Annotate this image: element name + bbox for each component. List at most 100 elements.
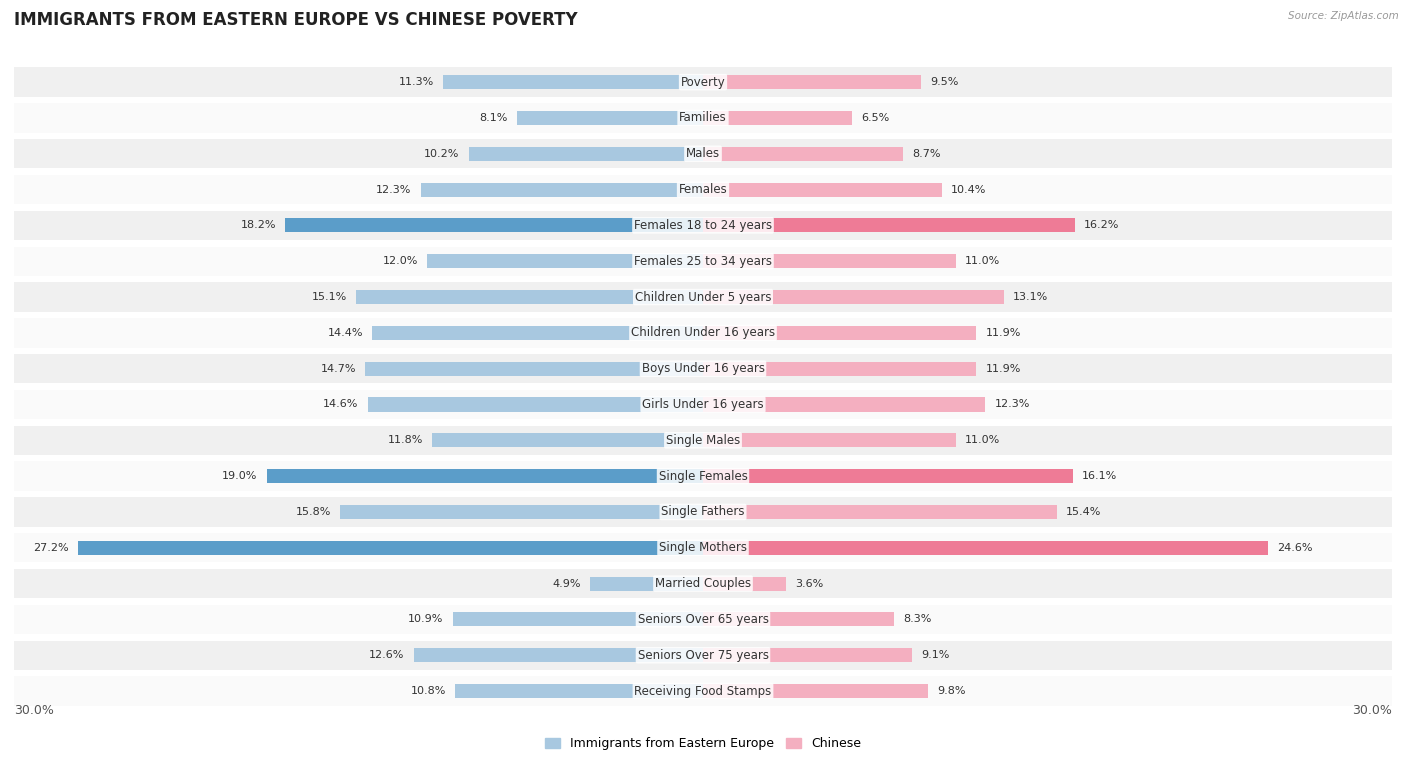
Bar — [14, 354, 1392, 384]
Bar — [703, 254, 956, 268]
Bar — [703, 648, 912, 662]
Text: Seniors Over 75 years: Seniors Over 75 years — [637, 649, 769, 662]
Text: 12.0%: 12.0% — [382, 256, 418, 266]
Bar — [14, 641, 1392, 670]
Text: 14.4%: 14.4% — [328, 328, 363, 338]
Text: 8.7%: 8.7% — [912, 149, 941, 158]
Text: Single Females: Single Females — [658, 470, 748, 483]
Text: 15.1%: 15.1% — [312, 292, 347, 302]
Bar — [703, 434, 956, 447]
Bar — [703, 218, 1076, 233]
Text: Children Under 5 years: Children Under 5 years — [634, 290, 772, 303]
Text: Poverty: Poverty — [681, 76, 725, 89]
Bar — [703, 577, 786, 590]
Bar — [14, 676, 1392, 706]
Text: Females: Females — [679, 183, 727, 196]
Bar — [340, 505, 703, 519]
Text: Girls Under 16 years: Girls Under 16 years — [643, 398, 763, 411]
Text: Boys Under 16 years: Boys Under 16 years — [641, 362, 765, 375]
Bar — [453, 612, 703, 626]
Bar — [443, 75, 703, 89]
Bar — [366, 362, 703, 376]
Bar — [79, 540, 703, 555]
Text: 15.8%: 15.8% — [295, 507, 330, 517]
Text: 27.2%: 27.2% — [34, 543, 69, 553]
Bar — [703, 684, 928, 698]
Bar — [703, 326, 976, 340]
Bar — [703, 505, 1057, 519]
Text: Single Mothers: Single Mothers — [659, 541, 747, 554]
Bar — [14, 103, 1392, 133]
Text: Receiving Food Stamps: Receiving Food Stamps — [634, 684, 772, 697]
Text: 30.0%: 30.0% — [14, 704, 53, 717]
Text: 11.3%: 11.3% — [399, 77, 434, 87]
Bar — [703, 111, 852, 125]
Text: 12.3%: 12.3% — [375, 185, 412, 195]
Text: Single Males: Single Males — [666, 434, 740, 446]
Bar — [14, 569, 1392, 598]
Text: 4.9%: 4.9% — [553, 578, 581, 588]
Bar — [14, 211, 1392, 240]
Bar — [703, 362, 976, 376]
Text: Seniors Over 65 years: Seniors Over 65 years — [637, 613, 769, 626]
Text: 12.3%: 12.3% — [994, 399, 1031, 409]
Text: 8.3%: 8.3% — [903, 615, 931, 625]
Bar — [703, 290, 1004, 304]
Bar — [14, 390, 1392, 419]
Text: 14.7%: 14.7% — [321, 364, 356, 374]
Text: Children Under 16 years: Children Under 16 years — [631, 327, 775, 340]
Bar — [14, 462, 1392, 491]
Text: 16.2%: 16.2% — [1084, 221, 1119, 230]
Bar — [413, 648, 703, 662]
Bar — [14, 175, 1392, 204]
Text: Families: Families — [679, 111, 727, 124]
Text: 9.5%: 9.5% — [931, 77, 959, 87]
Bar — [703, 397, 986, 412]
Bar — [14, 497, 1392, 527]
Text: 10.8%: 10.8% — [411, 686, 446, 696]
Text: Females 18 to 24 years: Females 18 to 24 years — [634, 219, 772, 232]
Text: 11.0%: 11.0% — [965, 256, 1000, 266]
Bar — [14, 67, 1392, 97]
Text: 8.1%: 8.1% — [479, 113, 508, 123]
Text: 10.9%: 10.9% — [408, 615, 443, 625]
Text: 19.0%: 19.0% — [222, 471, 257, 481]
Bar — [368, 397, 703, 412]
Text: 14.6%: 14.6% — [323, 399, 359, 409]
Text: 11.9%: 11.9% — [986, 364, 1021, 374]
Text: 15.4%: 15.4% — [1066, 507, 1101, 517]
Text: Single Fathers: Single Fathers — [661, 506, 745, 518]
Bar — [14, 426, 1392, 455]
Legend: Immigrants from Eastern Europe, Chinese: Immigrants from Eastern Europe, Chinese — [540, 732, 866, 755]
Bar — [356, 290, 703, 304]
Text: 10.2%: 10.2% — [425, 149, 460, 158]
Text: 13.1%: 13.1% — [1012, 292, 1049, 302]
Text: 3.6%: 3.6% — [794, 578, 823, 588]
Text: 11.8%: 11.8% — [388, 435, 423, 445]
Bar — [14, 605, 1392, 634]
Text: IMMIGRANTS FROM EASTERN EUROPE VS CHINESE POVERTY: IMMIGRANTS FROM EASTERN EUROPE VS CHINES… — [14, 11, 578, 30]
Text: 12.6%: 12.6% — [370, 650, 405, 660]
Bar — [14, 246, 1392, 276]
Text: 9.8%: 9.8% — [938, 686, 966, 696]
Bar — [703, 540, 1268, 555]
Bar — [14, 318, 1392, 347]
Bar — [703, 75, 921, 89]
Text: Females 25 to 34 years: Females 25 to 34 years — [634, 255, 772, 268]
Bar — [703, 612, 894, 626]
Text: 9.1%: 9.1% — [921, 650, 949, 660]
Bar — [14, 139, 1392, 168]
Bar — [373, 326, 703, 340]
Bar — [591, 577, 703, 590]
Text: 11.9%: 11.9% — [986, 328, 1021, 338]
Bar — [517, 111, 703, 125]
Text: 24.6%: 24.6% — [1277, 543, 1313, 553]
Bar — [703, 469, 1073, 483]
Bar — [14, 533, 1392, 562]
Bar — [703, 147, 903, 161]
Bar — [703, 183, 942, 196]
Bar — [420, 183, 703, 196]
Text: 30.0%: 30.0% — [1353, 704, 1392, 717]
Text: Males: Males — [686, 147, 720, 160]
Text: Married Couples: Married Couples — [655, 577, 751, 590]
